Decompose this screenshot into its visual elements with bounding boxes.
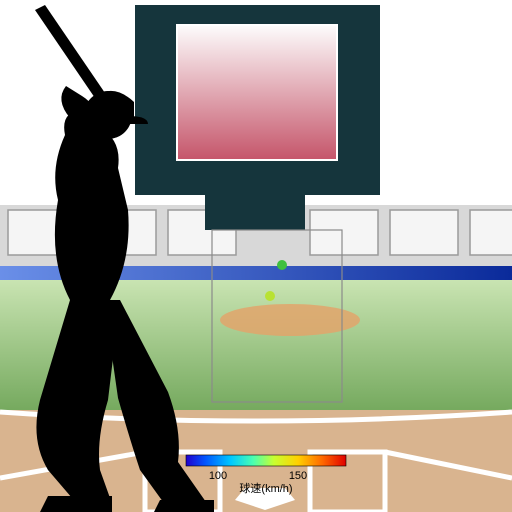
svg-text:150: 150 — [289, 470, 307, 482]
pitch-location-diagram: 100 150球速(km/h) — [0, 0, 512, 512]
svg-text:100: 100 — [209, 470, 227, 482]
pitchers-mound — [220, 304, 360, 336]
svg-text:球速(km/h): 球速(km/h) — [239, 481, 292, 495]
